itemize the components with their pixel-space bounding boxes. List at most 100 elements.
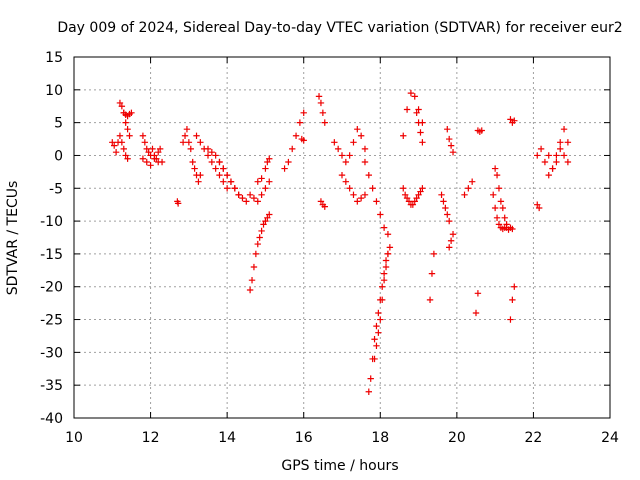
data-point bbox=[415, 106, 422, 113]
data-points bbox=[109, 89, 572, 395]
data-point bbox=[264, 214, 271, 222]
data-point bbox=[361, 191, 369, 199]
grid-lines bbox=[74, 57, 610, 418]
data-point bbox=[321, 119, 328, 126]
data-point bbox=[124, 155, 131, 162]
x-tick-label: 16 bbox=[295, 430, 313, 446]
data-point bbox=[367, 375, 374, 382]
data-point bbox=[116, 132, 124, 139]
data-point bbox=[407, 89, 415, 97]
data-point bbox=[243, 198, 250, 205]
data-point bbox=[342, 178, 350, 185]
series-arc-a bbox=[109, 132, 131, 162]
data-point bbox=[239, 194, 246, 202]
data-point bbox=[116, 99, 124, 107]
data-point bbox=[417, 188, 424, 195]
series-arc-y bbox=[413, 109, 426, 146]
data-point bbox=[145, 148, 152, 156]
data-point bbox=[560, 126, 568, 133]
data-point bbox=[174, 200, 182, 207]
y-tick-label: -15 bbox=[40, 247, 63, 263]
series-arc-w bbox=[400, 185, 426, 208]
data-point bbox=[511, 117, 518, 124]
data-point bbox=[447, 142, 455, 149]
data-point bbox=[181, 132, 189, 139]
data-point bbox=[111, 142, 118, 149]
data-point bbox=[220, 178, 227, 185]
data-point bbox=[545, 152, 552, 159]
data-point bbox=[122, 152, 129, 159]
x-tick-label: 24 bbox=[601, 430, 619, 446]
data-point bbox=[537, 145, 545, 153]
data-point bbox=[535, 204, 543, 212]
x-tick-label: 22 bbox=[525, 430, 543, 446]
data-point bbox=[112, 148, 120, 156]
data-point bbox=[220, 165, 227, 172]
data-point bbox=[449, 148, 457, 156]
data-point bbox=[248, 276, 256, 284]
series-arc-aa bbox=[438, 191, 453, 225]
data-point bbox=[208, 158, 216, 166]
data-point bbox=[447, 237, 455, 244]
data-point bbox=[403, 106, 411, 113]
data-point bbox=[446, 135, 453, 143]
y-tick-label: 5 bbox=[54, 116, 63, 132]
series-arc-ae bbox=[472, 290, 482, 317]
data-point bbox=[557, 145, 564, 153]
data-point bbox=[440, 198, 447, 205]
y-tick-label: -40 bbox=[40, 411, 63, 427]
data-point bbox=[281, 165, 288, 172]
data-point bbox=[204, 152, 212, 159]
y-tick-label: 0 bbox=[54, 148, 63, 164]
data-point bbox=[511, 283, 518, 290]
data-point bbox=[478, 127, 485, 134]
data-point bbox=[549, 165, 556, 172]
y-tick-label: -20 bbox=[40, 280, 63, 296]
data-point bbox=[321, 203, 328, 210]
series-arc-o bbox=[298, 135, 307, 144]
data-point bbox=[490, 191, 497, 199]
data-point bbox=[438, 191, 445, 199]
data-point bbox=[143, 145, 150, 153]
data-point bbox=[346, 152, 353, 159]
data-point bbox=[380, 270, 388, 277]
y-tick-label: 10 bbox=[45, 83, 63, 99]
data-point bbox=[346, 185, 353, 192]
data-point bbox=[560, 152, 568, 159]
data-point bbox=[361, 158, 369, 166]
y-tick-label: -10 bbox=[40, 214, 63, 230]
data-point bbox=[413, 109, 420, 116]
data-point bbox=[361, 145, 369, 153]
data-point bbox=[124, 126, 131, 133]
data-point bbox=[350, 191, 357, 199]
data-point bbox=[254, 240, 261, 248]
data-point bbox=[331, 139, 338, 146]
data-point bbox=[380, 224, 388, 231]
data-point bbox=[350, 139, 357, 146]
data-point bbox=[179, 139, 187, 146]
data-point bbox=[156, 145, 164, 153]
data-point bbox=[409, 201, 417, 208]
data-point bbox=[149, 145, 156, 153]
data-point bbox=[491, 165, 499, 172]
series-arc-k bbox=[246, 211, 273, 294]
data-point bbox=[139, 155, 147, 162]
y-tick-label: -30 bbox=[40, 345, 63, 361]
data-point bbox=[415, 119, 422, 126]
series-arc-i bbox=[204, 145, 242, 199]
series-arc-ak bbox=[507, 116, 518, 126]
data-point bbox=[400, 185, 407, 192]
data-point bbox=[227, 178, 235, 185]
data-point bbox=[264, 158, 271, 166]
series-arc-an bbox=[545, 145, 572, 179]
data-point bbox=[223, 185, 231, 192]
data-point bbox=[191, 165, 198, 172]
data-point bbox=[371, 336, 378, 343]
data-point bbox=[223, 171, 231, 179]
data-point bbox=[379, 296, 386, 304]
data-point bbox=[365, 388, 372, 395]
data-point bbox=[147, 162, 154, 169]
data-point bbox=[411, 198, 418, 205]
data-point bbox=[109, 139, 116, 146]
